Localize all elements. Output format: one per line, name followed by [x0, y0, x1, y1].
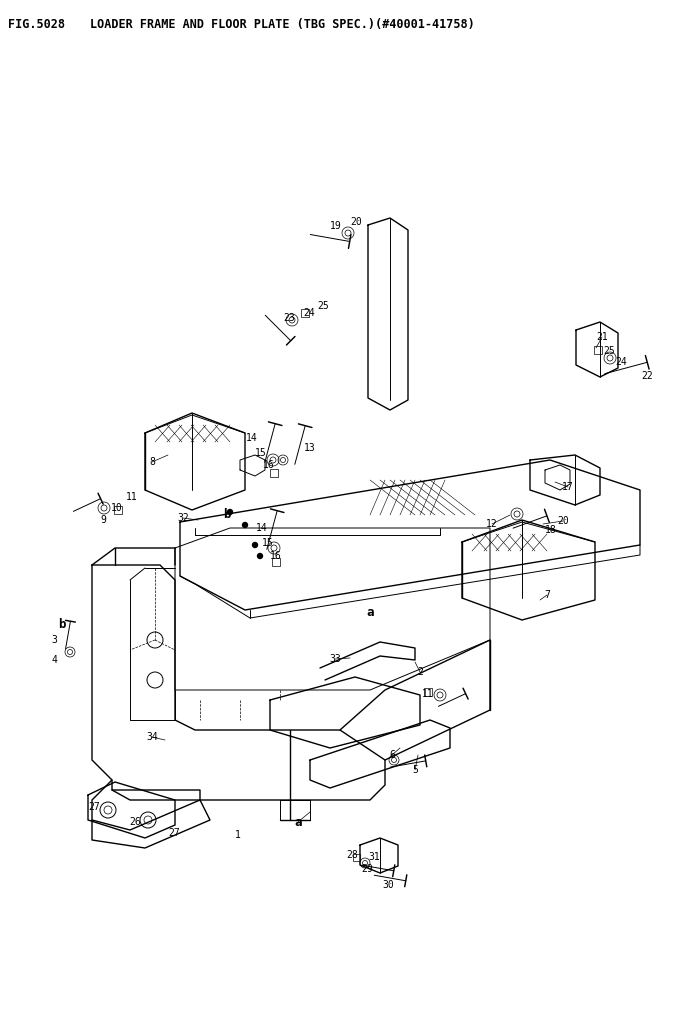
Text: 21: 21 — [596, 332, 608, 342]
Text: 3: 3 — [51, 635, 57, 645]
Bar — [272, 558, 280, 566]
Bar — [594, 346, 602, 354]
Text: 20: 20 — [350, 217, 362, 227]
Circle shape — [227, 509, 233, 515]
Text: 23: 23 — [283, 313, 295, 324]
Text: 5: 5 — [412, 765, 418, 775]
Text: 32: 32 — [177, 514, 189, 523]
Text: 30: 30 — [382, 880, 394, 890]
Text: 31: 31 — [368, 852, 380, 862]
Text: 18: 18 — [545, 525, 557, 535]
Text: 25: 25 — [603, 346, 615, 356]
Text: 1: 1 — [235, 830, 241, 840]
Text: 24: 24 — [303, 308, 315, 318]
Text: 20: 20 — [557, 516, 569, 526]
Text: 15: 15 — [262, 538, 274, 548]
Bar — [114, 506, 122, 514]
Bar — [301, 309, 309, 317]
Text: 10: 10 — [111, 503, 123, 514]
Circle shape — [257, 554, 263, 559]
Text: 9: 9 — [100, 515, 106, 525]
Text: 33: 33 — [329, 654, 341, 664]
Text: FIG.5028: FIG.5028 — [8, 18, 65, 31]
Circle shape — [243, 523, 247, 528]
Text: 26: 26 — [129, 817, 141, 827]
Text: 16: 16 — [263, 460, 275, 470]
Text: 29: 29 — [361, 864, 373, 874]
Text: 22: 22 — [641, 371, 653, 381]
Text: 25: 25 — [317, 301, 329, 311]
Bar — [270, 469, 278, 477]
Text: 12: 12 — [486, 519, 498, 529]
Text: 16: 16 — [270, 551, 282, 561]
Text: LOADER FRAME AND FLOOR PLATE (TBG SPEC.)(#40001-41758): LOADER FRAME AND FLOOR PLATE (TBG SPEC.)… — [90, 18, 475, 31]
Text: 34: 34 — [146, 732, 158, 741]
Bar — [353, 853, 360, 861]
Text: b: b — [59, 618, 66, 632]
Bar — [424, 688, 432, 696]
Circle shape — [252, 542, 257, 547]
Text: 14: 14 — [256, 523, 268, 533]
Text: 17: 17 — [562, 482, 574, 492]
Text: a: a — [294, 815, 302, 829]
Text: 24: 24 — [615, 357, 627, 367]
Text: 14: 14 — [246, 433, 258, 443]
Text: 7: 7 — [544, 589, 550, 600]
Text: 4: 4 — [51, 655, 57, 665]
Text: 19: 19 — [330, 221, 342, 231]
Text: a: a — [366, 607, 374, 619]
Text: 2: 2 — [417, 667, 423, 677]
Text: 27: 27 — [88, 802, 100, 812]
Text: 6: 6 — [389, 750, 395, 760]
Text: b: b — [223, 507, 231, 521]
Text: 11: 11 — [126, 492, 138, 502]
Text: 13: 13 — [304, 443, 316, 453]
Text: 15: 15 — [255, 448, 267, 458]
Text: 27: 27 — [168, 828, 180, 838]
Text: 8: 8 — [149, 457, 155, 467]
Text: 11: 11 — [422, 689, 434, 699]
Text: 28: 28 — [346, 850, 358, 860]
